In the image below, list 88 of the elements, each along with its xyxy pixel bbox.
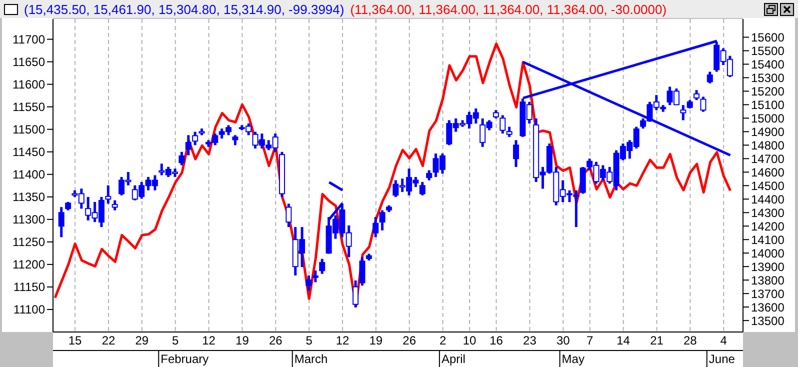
y2-tick-label: 14700 [751, 152, 785, 166]
y2-tick-label: 14500 [751, 178, 785, 193]
x-tick-label: 26 [402, 334, 416, 348]
y2-tick-label: 15600 [751, 30, 785, 44]
text: (15,435.50, 15,461.90, 15,304.80, 15,314.90, -99.3994) [24, 2, 344, 16]
y2-tick-label: 15500 [751, 44, 785, 58]
x-tick-label: 30 [556, 334, 570, 348]
y2-tick-label: 14000 [751, 246, 785, 260]
candlestick [352, 279, 359, 309]
y-tick-label: 11700 [12, 32, 46, 47]
candlestick [500, 114, 506, 135]
x-tick-label: 23 [523, 334, 537, 348]
y2-tick-label: 13800 [751, 273, 785, 288]
x-tick-label: 19 [369, 334, 383, 348]
candlestick [706, 70, 713, 85]
candlestick [426, 168, 432, 182]
candlestick [286, 202, 292, 228]
y2-tick-label: 13900 [751, 260, 785, 274]
candlestick [694, 88, 700, 102]
x-tick-label: 12 [202, 334, 216, 348]
x-tick-label: 21 [650, 334, 664, 348]
candlestick [372, 216, 379, 238]
y2-tick-label: 13600 [751, 300, 785, 314]
candlestick [506, 126, 512, 138]
y-tick-label: 11200 [12, 258, 46, 272]
text: June [708, 352, 736, 366]
y-tick-label: 11550 [12, 100, 46, 114]
y-tick-label: 11500 [12, 122, 46, 137]
text: February [160, 352, 209, 366]
x-tick-label: 14 [616, 334, 630, 348]
y2-tick-label: 14100 [751, 232, 785, 247]
x-tick-label: 7 [586, 334, 594, 348]
y-tick-label: 11350 [12, 190, 46, 204]
y2-tick-label: 14900 [751, 124, 785, 139]
x-tick-label: 10 [462, 334, 477, 348]
x-tick-label: 4 [720, 334, 728, 348]
candlestick [192, 130, 198, 146]
y2-tick-label: 15000 [751, 111, 785, 126]
candlestick [319, 258, 326, 276]
x-tick-label: 12 [336, 334, 350, 348]
x-tick-label: 22 [102, 334, 116, 348]
text: March [294, 352, 328, 366]
candlestick [359, 256, 366, 287]
y2-tick-label: 15300 [751, 70, 785, 85]
y2-tick-label: 15100 [751, 98, 785, 112]
y-tick-label: 11400 [12, 168, 46, 182]
y2-tick-label: 15400 [751, 57, 785, 72]
x-tick-label: 2 [439, 334, 446, 348]
y2-tick-label: 14300 [751, 206, 785, 220]
candlestick [232, 134, 238, 146]
candlestick [185, 134, 192, 157]
y2-tick-label: 14200 [751, 219, 785, 234]
y2-tick-label: 15200 [751, 84, 785, 98]
x-tick-label: 26 [268, 334, 283, 348]
text: April [441, 352, 466, 366]
candlestick [680, 104, 686, 122]
x-tick-label: 5 [306, 334, 313, 348]
candlestick [58, 206, 64, 238]
y2-tick-label: 13500 [751, 314, 785, 328]
candlestick [112, 199, 118, 212]
y-tick-label: 11650 [12, 55, 46, 70]
candlestick [105, 184, 112, 205]
x-tick-label: 15 [68, 334, 82, 348]
y2-tick-label: 14800 [751, 138, 785, 152]
y2-tick-label: 14600 [751, 165, 785, 180]
text: (11,364.00, 11,364.00, 11,364.00, 11,364.00, -30.0000) [350, 2, 667, 16]
x-tick-label: 29 [135, 334, 149, 348]
text: May [562, 352, 584, 366]
x-tick-label: 28 [684, 334, 698, 348]
y2-tick-label: 13700 [751, 286, 785, 301]
y2-tick-label: 14400 [751, 192, 785, 206]
y-tick-label: 11600 [12, 78, 46, 92]
candlestick [513, 138, 520, 168]
y-tick-label: 11150 [13, 280, 46, 294]
y-tick-label: 11100 [13, 302, 46, 317]
line-series [54, 42, 732, 308]
candlestick [419, 180, 426, 197]
x-tick-label: 19 [236, 334, 250, 348]
x-tick-label: 5 [172, 334, 180, 348]
candlestick [379, 209, 386, 232]
y-tick-label: 11250 [12, 235, 46, 250]
candlestick [312, 269, 318, 284]
candlestick [700, 95, 706, 114]
candlestick [178, 150, 185, 166]
candlestick [306, 274, 312, 292]
y-tick-label: 11450 [12, 145, 46, 160]
x-tick-label: 16 [490, 334, 504, 348]
y-tick-label: 11300 [12, 212, 46, 227]
